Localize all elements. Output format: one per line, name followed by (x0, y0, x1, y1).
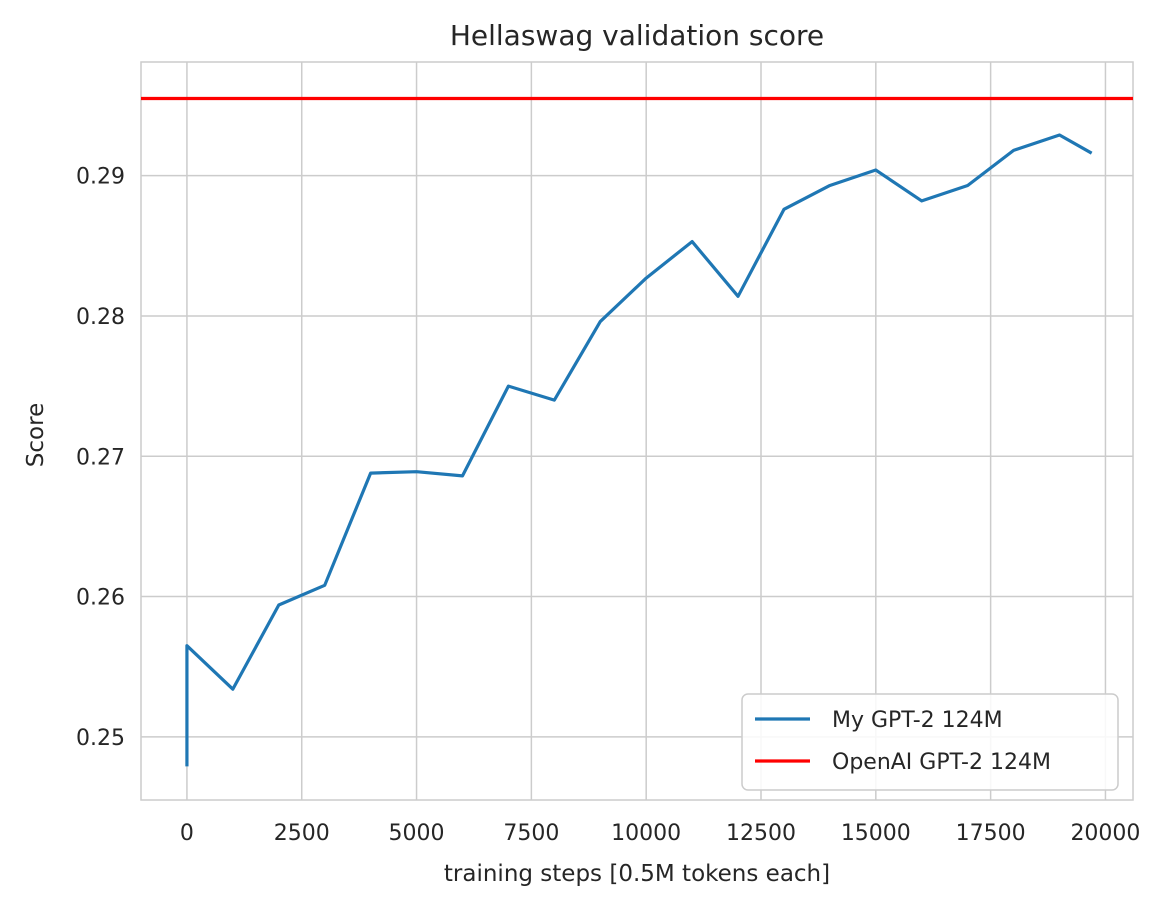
plot-frame (140, 61, 1134, 801)
legend-label-openai-gpt2: OpenAI GPT-2 124M (832, 750, 1051, 775)
y-tick-label: 0.29 (76, 165, 125, 190)
x-tick-label: 0 (180, 821, 194, 846)
series-layer (141, 96, 1133, 767)
y-tick-label: 0.26 (76, 586, 125, 611)
x-tick-label: 15000 (841, 821, 911, 846)
series-line-my-gpt2 (185, 133, 1093, 767)
x-tick-label: 12500 (726, 821, 796, 846)
x-tick-label: 20000 (1070, 821, 1140, 846)
legend: My GPT-2 124M OpenAI GPT-2 124M (741, 693, 1119, 791)
legend-label-my-gpt2: My GPT-2 124M (832, 708, 1003, 733)
y-tick-label: 0.25 (76, 726, 125, 751)
y-tick-label: 0.27 (76, 445, 125, 470)
x-tick-label: 5000 (389, 821, 445, 846)
y-tick-label: 0.28 (76, 305, 125, 330)
chart-title: Hellaswag validation score (450, 19, 824, 52)
x-tick-labels: 0 2500 5000 7500 10000 12500 15000 17500 20000 (180, 821, 1141, 846)
x-tick-label: 17500 (956, 821, 1026, 846)
x-axis-label: training steps [0.5M tokens each] (444, 861, 830, 887)
x-tick-label: 7500 (503, 821, 559, 846)
x-tick-label: 2500 (274, 821, 330, 846)
y-axis-label: Score (23, 403, 49, 467)
legend-box (741, 693, 1119, 791)
x-gridlines (186, 62, 1107, 800)
x-tick-label: 10000 (611, 821, 681, 846)
y-gridlines (141, 174, 1133, 738)
y-tick-labels: 0.25 0.26 0.27 0.28 0.29 (76, 165, 125, 751)
